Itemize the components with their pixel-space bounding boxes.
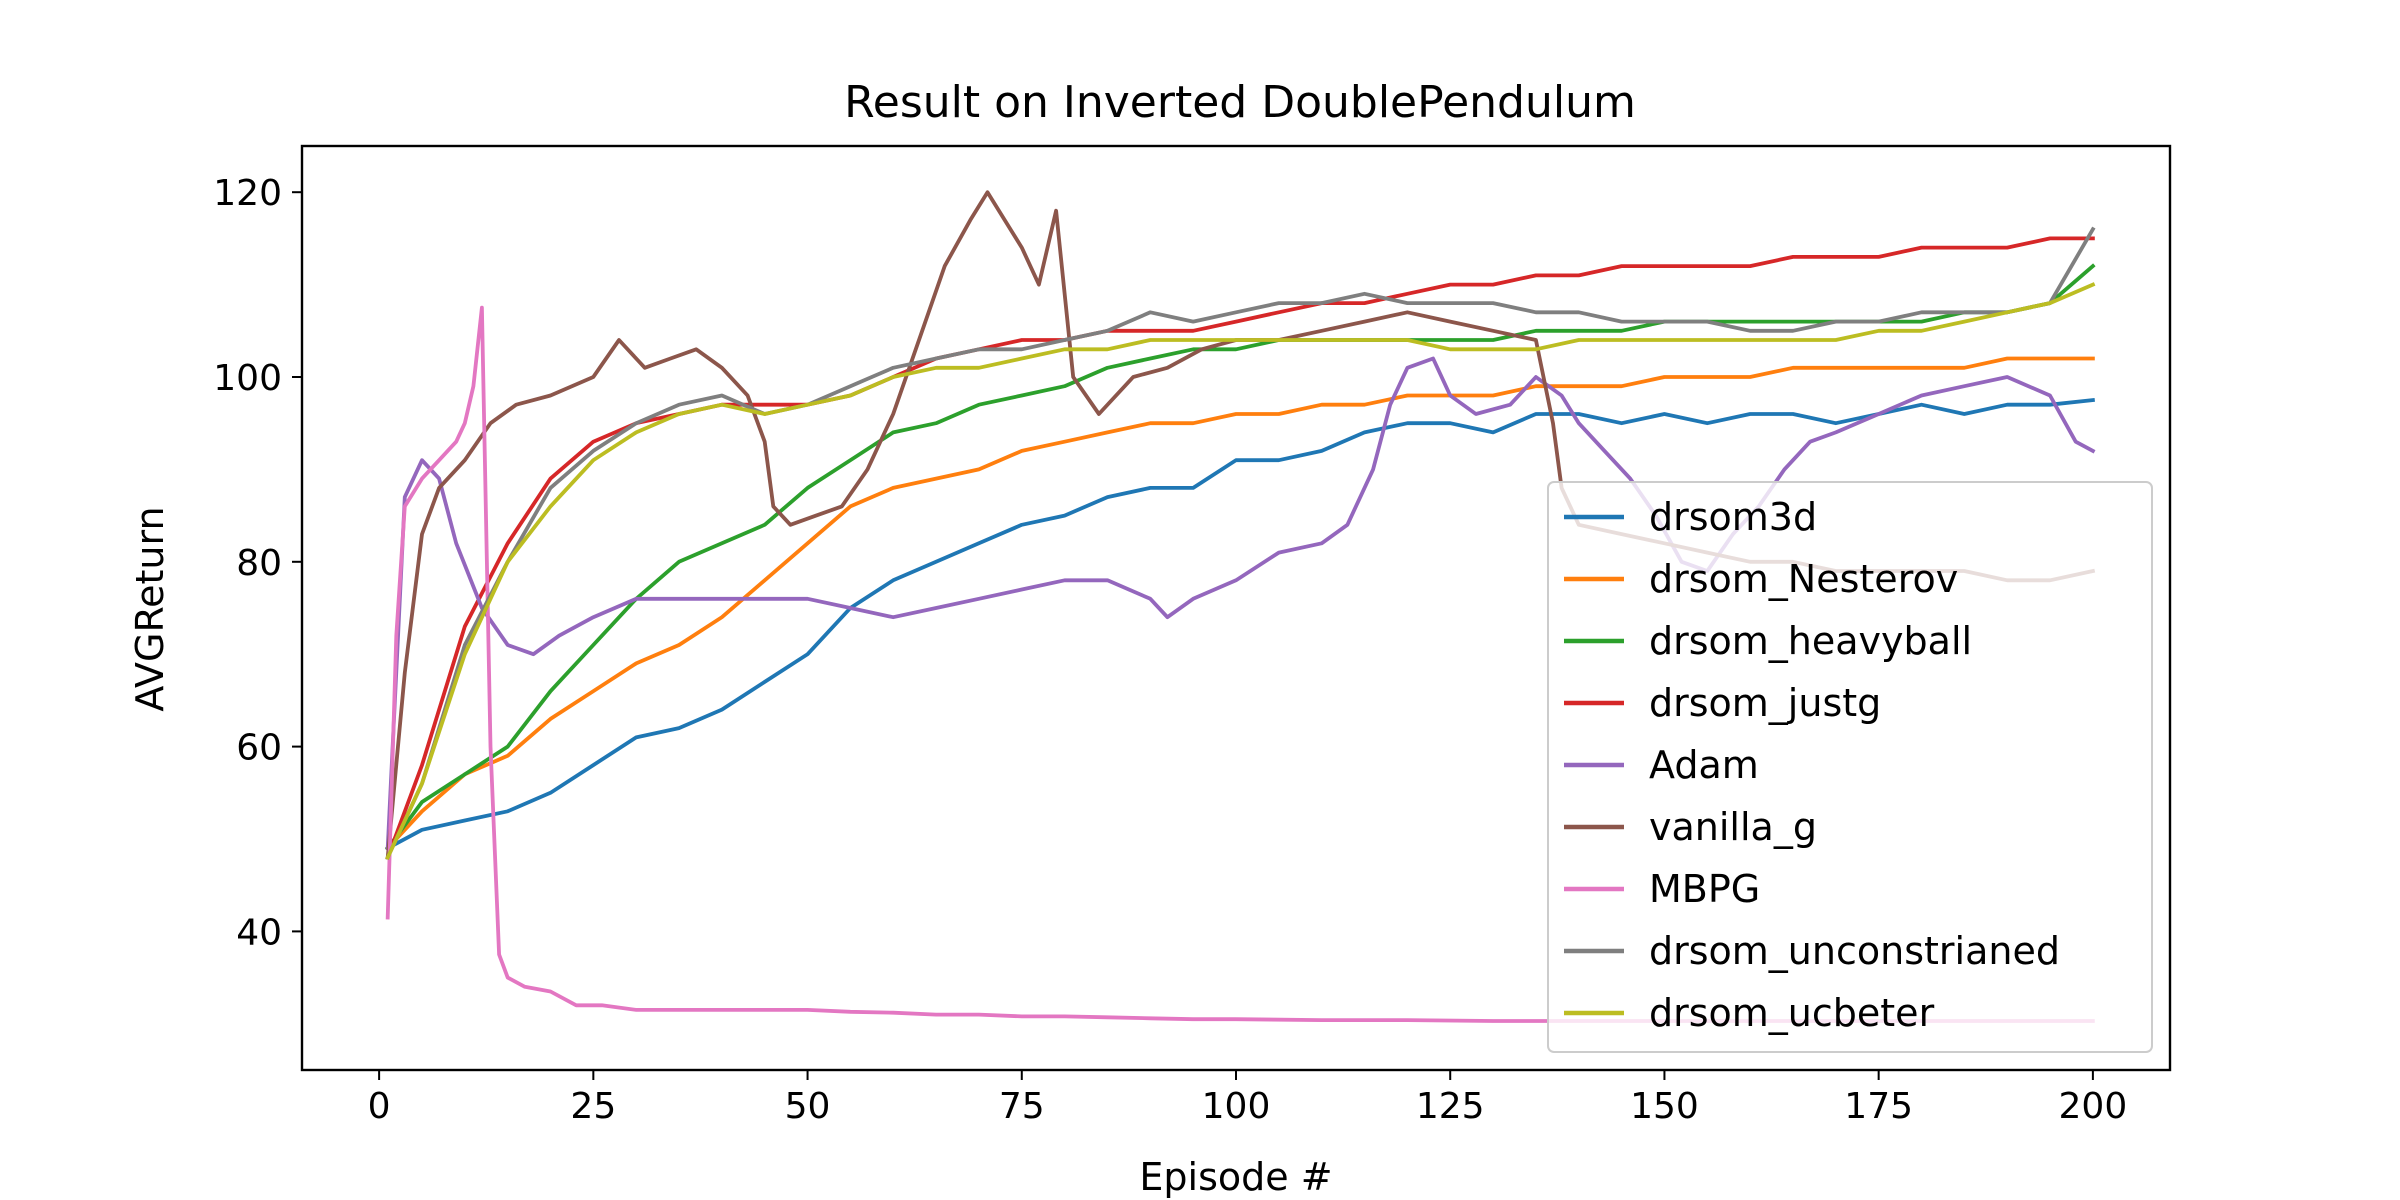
legend-label: Adam [1649,743,1759,787]
plot-area [385,190,2096,1023]
x-tick-label: 100 [1202,1086,1271,1127]
x-tick-label: 200 [2059,1086,2128,1127]
series-line-drsom-ucbeter [385,282,2096,861]
legend-label: drsom_unconstrianed [1649,929,2060,973]
legend-label: drsom_justg [1649,681,1881,725]
y-tick-label: 120 [213,173,282,214]
legend-label: drsom_heavyball [1649,619,1972,663]
legend-label: drsom_Nesterov [1649,557,1958,601]
legend-label: MBPG [1649,867,1760,911]
y-axis-label: AVGReturn [128,506,172,711]
y-tick-label: 60 [236,728,282,769]
y-tick-label: 100 [213,358,282,399]
legend: drsom3d drsom_Nesterov drsom_heavyballdrso… [1547,481,2153,1053]
x-axis-label: Episode # [1139,1155,1332,1199]
legend-label: drsom3d [1649,495,1817,539]
series-line-drsom-nesterov [385,356,2095,851]
x-tick-label: 75 [999,1086,1045,1127]
x-tick-label: 50 [785,1086,831,1127]
x-tick-label: 25 [570,1086,616,1127]
series-line-mbpg [385,305,2095,1023]
legend-label: vanilla_g [1649,805,1817,849]
x-axis: 0 25 50 75 100 125 150 175 200 [368,1070,2128,1127]
x-tick-label: 150 [1630,1086,1699,1127]
y-tick-label: 40 [236,912,282,953]
x-tick-label: 125 [1416,1086,1485,1127]
series-line-drsom-justg [385,236,2095,860]
series-line-drsom-heavyball [385,263,2096,851]
legend-frame [1547,481,2153,1053]
y-axis: 40 60 80 100 120 [213,173,302,953]
axes-frame [300,144,2172,1072]
x-tick-label: 0 [368,1086,391,1127]
y-tick-label: 80 [236,543,282,584]
chart-title: Result on Inverted DoublePendulum [844,77,1636,128]
series-line-drsom3d [385,398,2095,851]
legend-label: drsom_ucbeter [1649,991,1935,1035]
series-line-drsom-unconstrianed [385,226,2096,861]
series-line-adam [385,356,2096,851]
x-tick-label: 175 [1844,1086,1913,1127]
